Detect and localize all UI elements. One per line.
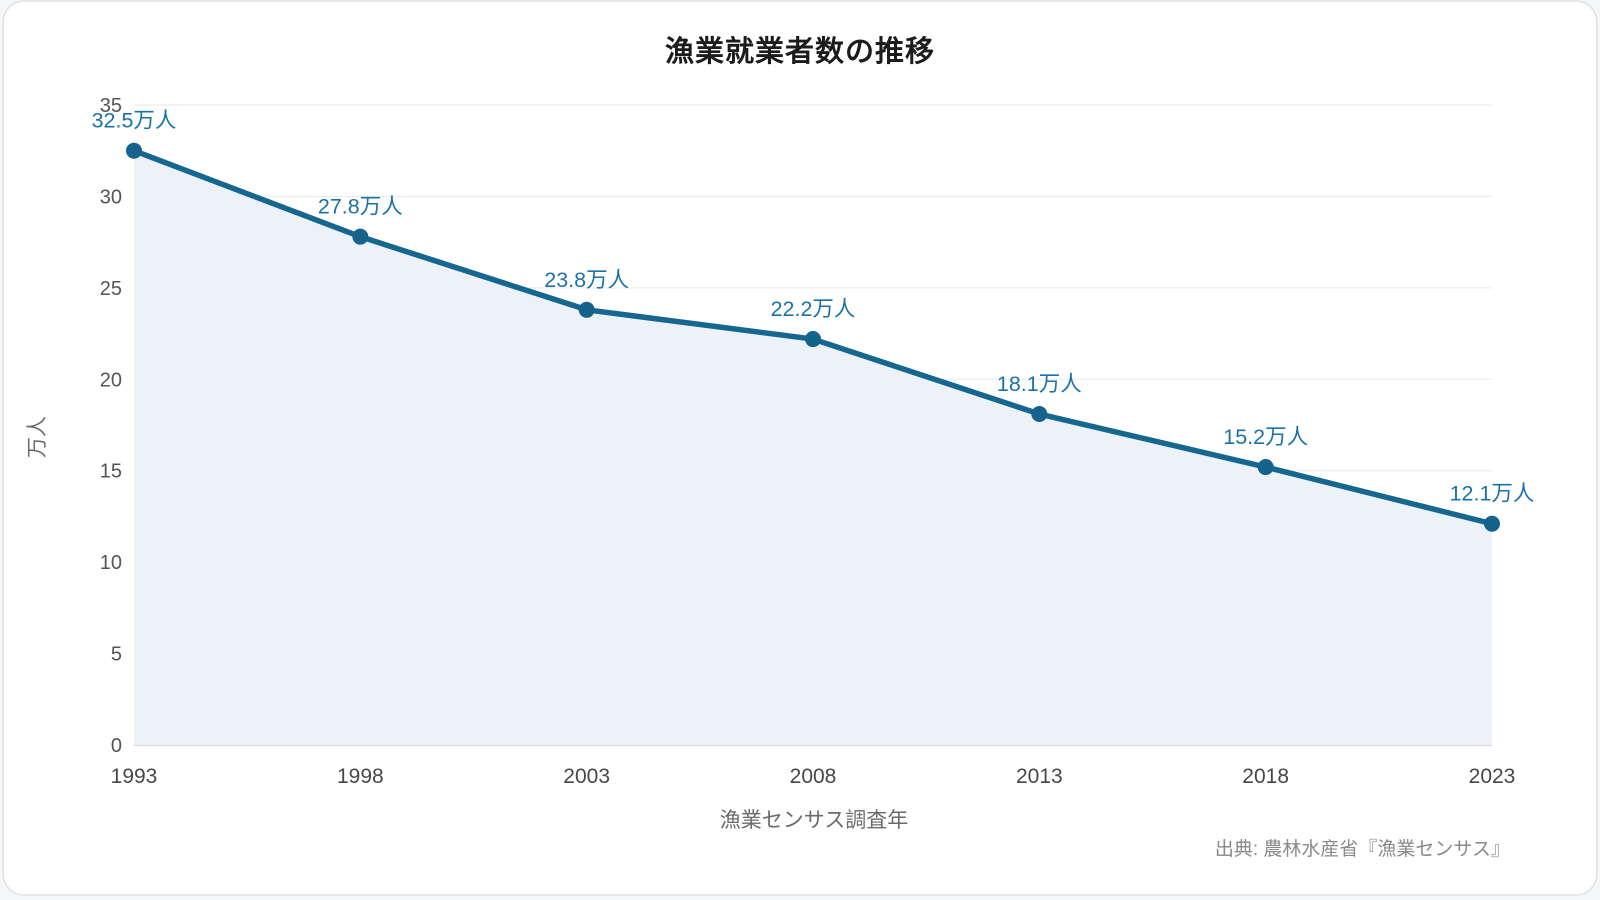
data-point [352,228,369,245]
point-label: 18.1万人 [997,372,1082,396]
x-tick-label: 2003 [563,765,610,788]
x-tick-label: 1998 [337,765,384,788]
x-tick-label: 2023 [1469,765,1516,788]
y-tick-label: 20 [100,369,122,391]
y-tick-label: 10 [100,552,122,574]
data-point [1484,515,1500,532]
point-label: 27.8万人 [318,195,403,219]
source-note: 出典: 農林水産省『漁業センサス』 [1214,839,1510,860]
data-point [126,142,142,159]
y-tick-label: 30 [100,186,122,208]
data-point [1257,459,1274,476]
x-tick-label: 2013 [1016,765,1063,788]
point-label: 22.2万人 [771,297,856,321]
point-label: 12.1万人 [1450,482,1535,506]
y-tick-label: 25 [100,278,122,300]
point-label: 23.8万人 [544,268,629,292]
y-tick-label: 35 [100,95,122,117]
point-label: 15.2万人 [1223,425,1308,449]
data-point [578,301,595,318]
area-fill [134,150,1492,745]
x-tick-label: 1993 [111,765,158,788]
y-tick-label: 15 [100,461,122,483]
data-point [805,331,821,348]
chart-title: 漁業就業者数の推移 [664,36,935,68]
x-tick-label: 2008 [790,765,837,788]
y-tick-label: 0 [111,735,122,757]
x-axis-label: 漁業センサス調査年 [719,809,909,832]
data-point [1031,406,1048,423]
point-label: 32.5万人 [92,109,177,133]
y-tick-label: 5 [111,644,122,666]
x-tick-label: 2018 [1242,765,1289,788]
